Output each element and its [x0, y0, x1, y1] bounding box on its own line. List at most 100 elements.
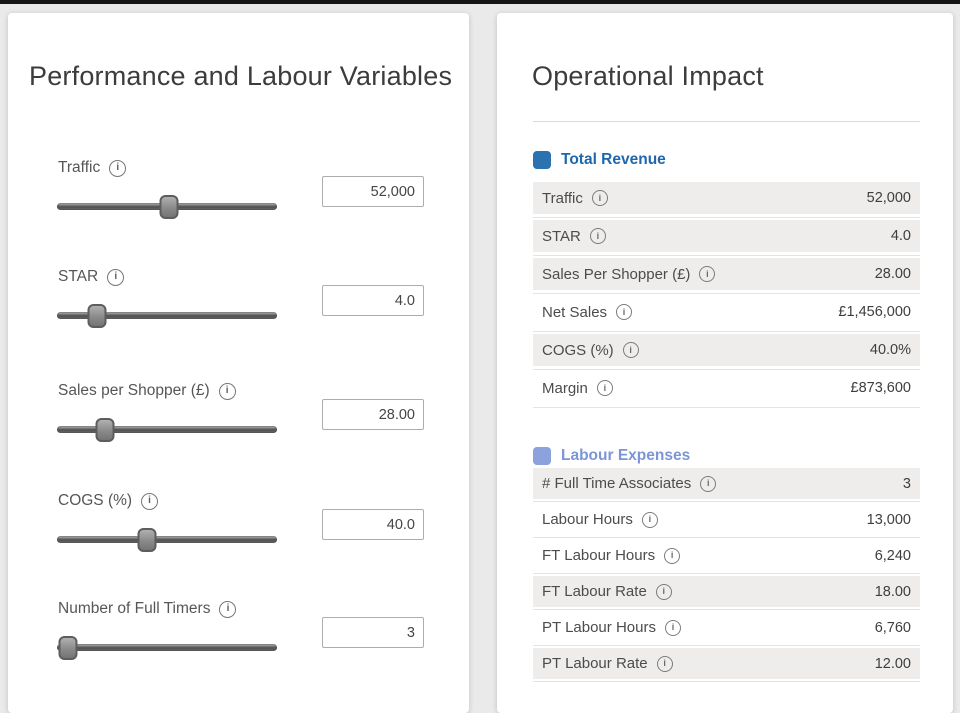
star-slider-track[interactable]: [57, 303, 277, 328]
row-label: Net Sales i: [542, 303, 633, 321]
row-value: 52,000: [866, 190, 911, 206]
row-label-text: FT Labour Rate: [542, 583, 647, 600]
row-label: Margin i: [542, 380, 613, 397]
operational-impact-title: Operational Impact: [532, 61, 764, 91]
row-label-text: Net Sales: [542, 303, 608, 321]
table-row: FT Labour Rate i 18.00: [533, 576, 920, 610]
row-value: 18.00: [874, 583, 911, 600]
info-icon[interactable]: i: [109, 159, 127, 177]
row-value: 28.00: [874, 266, 911, 282]
row-label: # Full Time Associates i: [542, 475, 717, 492]
sales-per-shopper-slider-track[interactable]: [57, 417, 277, 442]
row-value: 6,240: [874, 547, 911, 564]
info-icon[interactable]: i: [219, 600, 237, 618]
row-label: COGS (%) i: [542, 342, 639, 359]
row-label: PT Labour Hours i: [542, 619, 681, 636]
labour-expenses-section: Labour Expenses # Full Time Associates i…: [533, 446, 920, 682]
row-label: FT Labour Hours i: [542, 547, 681, 564]
slider-label-cogs: COGS (%) i: [58, 492, 159, 510]
legend-swatch-icon: [533, 151, 551, 169]
traffic-value-input[interactable]: [322, 176, 424, 207]
slider-group-cogs: COGS (%) i: [57, 492, 437, 572]
star-slider-thumb[interactable]: [87, 303, 107, 328]
row-value: 13,000: [866, 511, 911, 528]
slider-group-traffic: Traffic i: [57, 159, 437, 239]
cogs-slider-thumb[interactable]: [137, 527, 157, 552]
variables-panel: Performance and Labour Variables Traffic…: [8, 13, 469, 713]
row-value: 12.00: [874, 655, 911, 672]
labour-expenses-legend: Labour Expenses: [533, 446, 920, 466]
full-timers-slider-thumb[interactable]: [58, 635, 78, 660]
slider-label-text: STAR: [58, 268, 99, 285]
row-label: STAR i: [542, 228, 606, 245]
info-icon[interactable]: i: [107, 268, 125, 286]
table-row: Traffic i 52,000: [533, 182, 920, 218]
sales-per-shopper-value-input[interactable]: [322, 399, 424, 430]
info-icon[interactable]: i: [656, 655, 673, 672]
info-icon[interactable]: i: [591, 190, 608, 206]
row-label-text: FT Labour Hours: [542, 547, 656, 564]
row-label-text: # Full Time Associates: [542, 475, 692, 492]
traffic-slider-track[interactable]: [57, 194, 277, 219]
row-label: Labour Hours i: [542, 511, 658, 528]
table-row: Labour Hours i 13,000: [533, 504, 920, 538]
info-icon[interactable]: i: [616, 304, 633, 320]
slider-label-text: COGS (%): [58, 492, 133, 509]
legend-swatch-icon: [533, 447, 551, 465]
star-value-input[interactable]: [322, 285, 424, 316]
legend-label: Labour Expenses: [561, 447, 691, 464]
row-label: Sales Per Shopper (£) i: [542, 266, 716, 283]
row-label-text: Margin: [542, 379, 588, 397]
table-row: STAR i 4.0: [533, 220, 920, 256]
table-row: PT Labour Rate i 12.00: [533, 648, 920, 682]
total-revenue-section: Total Revenue Traffic i 52,000 STAR i 4.…: [533, 150, 920, 408]
info-icon[interactable]: i: [218, 382, 236, 400]
slider-label-traffic: Traffic i: [58, 159, 127, 177]
info-icon[interactable]: i: [622, 342, 639, 358]
info-icon[interactable]: i: [664, 619, 681, 636]
operational-impact-panel: Operational Impact Total Revenue Traffic…: [497, 13, 953, 713]
table-row: COGS (%) i 40.0%: [533, 334, 920, 370]
info-icon[interactable]: i: [664, 547, 681, 564]
table-row: FT Labour Hours i 6,240: [533, 540, 920, 574]
legend-label: Total Revenue: [561, 151, 666, 168]
title-divider: [533, 121, 920, 122]
table-row: PT Labour Hours i 6,760: [533, 612, 920, 646]
row-label-text: PT Labour Rate: [542, 655, 648, 672]
info-icon[interactable]: i: [141, 492, 159, 510]
variables-panel-title: Performance and Labour Variables: [29, 61, 453, 91]
info-icon[interactable]: i: [596, 380, 613, 396]
row-value: 6,760: [874, 619, 911, 636]
row-label-text: Traffic: [542, 189, 583, 207]
cogs-slider-track[interactable]: [57, 527, 277, 552]
row-label-text: STAR: [542, 227, 581, 245]
row-value: £873,600: [850, 380, 911, 396]
row-value: 4.0: [890, 228, 911, 244]
slider-label-text: Number of Full Timers: [58, 600, 211, 617]
info-icon[interactable]: i: [655, 583, 672, 600]
info-icon[interactable]: i: [589, 228, 606, 244]
info-icon[interactable]: i: [700, 475, 717, 492]
slider-label-text: Sales per Shopper (£): [58, 382, 210, 399]
traffic-slider-thumb[interactable]: [159, 194, 179, 219]
info-icon[interactable]: i: [641, 511, 658, 528]
row-value: £1,456,000: [838, 304, 911, 320]
row-value: 3: [902, 475, 911, 492]
row-label: Traffic i: [542, 190, 608, 207]
slider-label-full-timers: Number of Full Timers i: [58, 600, 237, 618]
slider-label-star: STAR i: [58, 268, 125, 286]
total-revenue-table: Traffic i 52,000 STAR i 4.0 Sales Per Sh…: [533, 182, 920, 410]
full-timers-value-input[interactable]: [322, 617, 424, 648]
row-label-text: PT Labour Hours: [542, 619, 656, 636]
sales-per-shopper-slider-thumb[interactable]: [95, 417, 115, 442]
full-timers-slider-track[interactable]: [57, 635, 277, 660]
labour-expenses-table: # Full Time Associates i 3 Labour Hours …: [533, 468, 920, 684]
row-label-text: Labour Hours: [542, 511, 633, 528]
table-row: # Full Time Associates i 3: [533, 468, 920, 502]
cogs-value-input[interactable]: [322, 509, 424, 540]
window-top-border: [0, 0, 960, 4]
row-label: FT Labour Rate i: [542, 583, 672, 600]
table-row: Margin i £873,600: [533, 372, 920, 408]
table-row: Net Sales i £1,456,000: [533, 296, 920, 332]
info-icon[interactable]: i: [699, 266, 716, 282]
